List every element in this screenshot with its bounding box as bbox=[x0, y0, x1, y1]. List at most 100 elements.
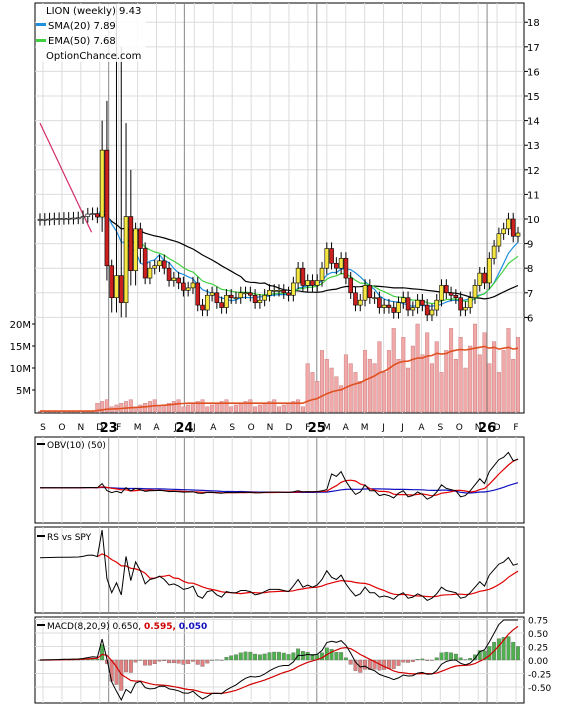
macd-histogram-bar bbox=[353, 659, 358, 671]
macd-histogram-bar bbox=[229, 655, 234, 661]
candle-body bbox=[338, 258, 344, 269]
candle-body bbox=[85, 213, 91, 217]
volume-bar bbox=[386, 350, 391, 413]
volume-bar bbox=[410, 345, 415, 413]
volume-bar bbox=[415, 323, 420, 413]
candle-body bbox=[487, 258, 492, 284]
volume-bar bbox=[277, 406, 282, 413]
candle-body bbox=[334, 262, 339, 269]
macd-histogram-bar bbox=[473, 654, 477, 661]
volume-bar bbox=[472, 323, 477, 413]
sma-legend-swatch bbox=[36, 23, 46, 26]
volume-bar bbox=[506, 328, 511, 413]
candle-body bbox=[396, 302, 401, 313]
volume-bar bbox=[291, 401, 296, 413]
macd-histogram-bar bbox=[458, 657, 463, 661]
volume-bar bbox=[267, 401, 272, 413]
candle-body bbox=[190, 282, 196, 289]
macd-histogram-bar bbox=[195, 659, 200, 665]
macd-histogram-bar bbox=[382, 659, 387, 670]
volume-bar bbox=[104, 399, 109, 413]
volume-bar bbox=[286, 403, 291, 413]
price-axis-ticks: 6 7 8 9 10 11 12 13 14 15 16 17 18 bbox=[524, 18, 540, 324]
volume-bar bbox=[406, 367, 411, 413]
macd-histogram-bar bbox=[191, 659, 195, 662]
volume-bar bbox=[434, 341, 439, 413]
candle-body bbox=[238, 292, 244, 299]
candle-body bbox=[99, 149, 105, 218]
volume-bar bbox=[171, 401, 176, 413]
macd-histogram-bar bbox=[425, 659, 430, 661]
macd-histogram-bar bbox=[224, 657, 229, 661]
candle-body bbox=[181, 282, 186, 291]
volume-bar bbox=[248, 399, 253, 413]
x-month-label: J bbox=[381, 423, 385, 433]
candle-body bbox=[157, 260, 162, 267]
candle-body bbox=[95, 213, 100, 218]
volume-bar bbox=[516, 337, 521, 413]
volume-bar bbox=[200, 399, 205, 413]
macd-histogram-bar bbox=[114, 659, 119, 685]
volume-bar bbox=[348, 363, 353, 413]
candle-body bbox=[71, 217, 76, 220]
candle-body bbox=[114, 275, 119, 299]
x-year-label: 23 bbox=[100, 421, 118, 436]
macd-legend-swatch bbox=[37, 624, 45, 626]
volume-bar bbox=[391, 328, 396, 413]
candle-body bbox=[434, 299, 440, 311]
volume-bar bbox=[377, 341, 382, 413]
macd-histogram-bar bbox=[434, 657, 439, 661]
macd-histogram-bar bbox=[277, 651, 281, 661]
macd-histogram-bar bbox=[506, 636, 511, 661]
x-month-label: M bbox=[134, 423, 142, 433]
candle-body bbox=[109, 265, 114, 299]
volume-bar bbox=[305, 363, 310, 413]
macd-histogram-bar bbox=[415, 659, 420, 661]
x-month-label: D bbox=[494, 423, 501, 433]
candle-body bbox=[243, 292, 248, 295]
macd-histogram-bar bbox=[200, 659, 205, 667]
candle-body bbox=[448, 292, 454, 296]
macd-label: MACD(8,20,9) 0.650, 0.595, 0.050 bbox=[47, 622, 207, 632]
candle-body bbox=[75, 217, 81, 220]
candle-body bbox=[171, 277, 177, 281]
macd-panel: 0.75 0.50 0.25 0.00 -0.25 -0.50 MACD(8,20,9) … bbox=[34, 616, 552, 704]
candle-body bbox=[152, 265, 158, 269]
macd-histogram-bar bbox=[257, 654, 262, 661]
macd-histogram-bar bbox=[157, 659, 162, 662]
volume-bar bbox=[396, 359, 401, 413]
ticker-title: LION (weekly) 9.43 bbox=[46, 6, 141, 17]
candle-body bbox=[128, 216, 134, 271]
volume-bar bbox=[367, 359, 372, 413]
x-month-label: F bbox=[305, 423, 310, 433]
macd-tick-label: 0.00 bbox=[528, 657, 548, 667]
macd-histogram bbox=[38, 636, 520, 691]
candle-body bbox=[357, 299, 363, 306]
price-tick-label: 10 bbox=[527, 215, 540, 226]
volume-bar bbox=[272, 399, 277, 413]
candle-body bbox=[477, 272, 483, 286]
volume-bar bbox=[300, 406, 305, 413]
volume-bar bbox=[468, 345, 473, 413]
macd-histogram-bar bbox=[334, 652, 339, 661]
x-month-label: S bbox=[229, 423, 235, 433]
candle-body bbox=[123, 216, 129, 303]
price-grid bbox=[35, 3, 524, 413]
price-tick-label: 14 bbox=[527, 117, 540, 128]
candle-body bbox=[324, 248, 330, 269]
candle-body bbox=[515, 232, 521, 237]
candle-body bbox=[410, 307, 416, 311]
macd-histogram-bar bbox=[420, 658, 425, 661]
macd-histogram-bar bbox=[143, 659, 148, 666]
candle-body bbox=[262, 294, 267, 301]
macd-histogram-bar bbox=[248, 651, 253, 661]
candle-body bbox=[233, 297, 239, 300]
macd-histogram-bar bbox=[406, 659, 411, 663]
macd-histogram-bar bbox=[482, 650, 487, 661]
volume-bar bbox=[219, 401, 224, 413]
volume-bar bbox=[315, 381, 320, 413]
macd-histogram-bar bbox=[449, 652, 454, 661]
volume-bar bbox=[124, 401, 129, 413]
candle-body bbox=[386, 304, 392, 308]
volume-bar bbox=[229, 406, 234, 413]
